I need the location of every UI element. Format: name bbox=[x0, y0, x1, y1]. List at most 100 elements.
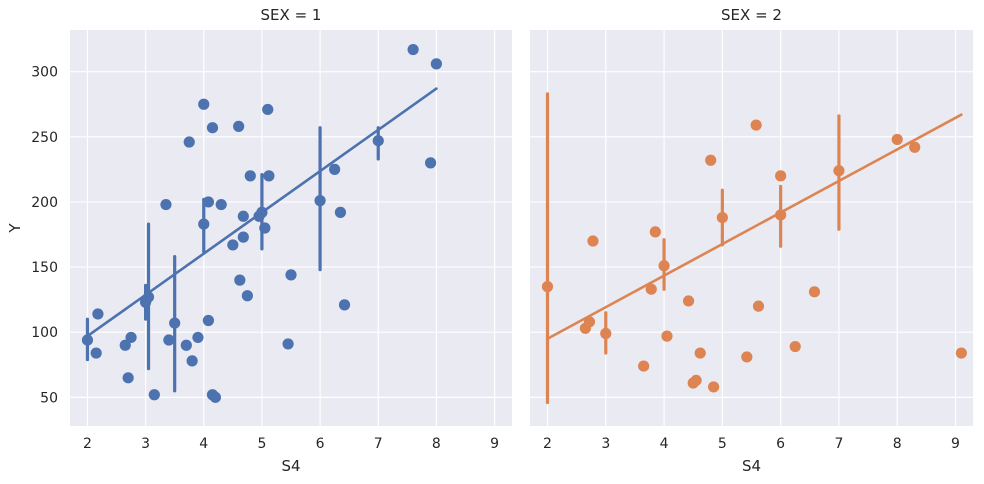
data-point bbox=[186, 355, 198, 367]
data-point bbox=[202, 314, 215, 327]
data-point bbox=[263, 170, 275, 182]
data-point bbox=[198, 218, 210, 230]
data-point bbox=[122, 372, 134, 384]
x-tick-label: 6 bbox=[776, 436, 785, 452]
x-tick-label: 9 bbox=[490, 436, 499, 452]
panel-title: SEX = 1 bbox=[261, 6, 322, 24]
x-tick-label: 2 bbox=[543, 436, 552, 452]
data-point bbox=[285, 269, 297, 281]
data-point bbox=[638, 360, 650, 372]
data-point bbox=[909, 141, 921, 153]
data-point bbox=[600, 327, 612, 340]
y-tick-label: 300 bbox=[31, 65, 58, 81]
data-point bbox=[658, 260, 670, 272]
data-point bbox=[661, 330, 673, 342]
data-point bbox=[891, 133, 903, 146]
data-point bbox=[233, 120, 245, 132]
data-point bbox=[163, 334, 175, 346]
data-point bbox=[90, 347, 102, 359]
y-tick-label: 50 bbox=[40, 390, 58, 406]
data-point bbox=[256, 206, 268, 218]
x-tick-label: 4 bbox=[660, 436, 669, 452]
data-point bbox=[262, 103, 274, 116]
data-point bbox=[92, 308, 104, 320]
x-tick-label: 6 bbox=[316, 436, 325, 452]
data-point bbox=[142, 291, 155, 303]
data-point bbox=[160, 198, 172, 211]
data-point bbox=[180, 339, 192, 351]
data-point bbox=[119, 339, 131, 351]
y-tick-label: 100 bbox=[31, 325, 58, 341]
data-point bbox=[583, 316, 596, 328]
data-point bbox=[81, 334, 94, 346]
data-point bbox=[183, 136, 195, 148]
data-point bbox=[424, 157, 437, 169]
data-point bbox=[645, 283, 657, 295]
panel-title: SEX = 2 bbox=[721, 6, 782, 24]
data-point bbox=[690, 374, 702, 387]
data-point bbox=[775, 209, 787, 221]
data-point bbox=[716, 211, 728, 224]
data-point bbox=[198, 98, 210, 110]
data-point bbox=[705, 154, 717, 166]
data-point bbox=[750, 119, 762, 131]
data-point bbox=[430, 58, 442, 70]
x-tick-label: 7 bbox=[374, 436, 383, 452]
data-point bbox=[125, 331, 137, 344]
data-point bbox=[244, 170, 256, 182]
panel-2: 2 3 4 5 6 7 8 9 SEX = 2 S4 bbox=[530, 6, 973, 475]
data-point bbox=[338, 299, 351, 311]
data-point bbox=[752, 300, 765, 312]
data-point bbox=[169, 317, 181, 329]
data-point bbox=[372, 135, 384, 147]
data-point bbox=[334, 206, 347, 218]
data-point bbox=[789, 340, 801, 353]
x-tick-label: 5 bbox=[257, 436, 266, 452]
data-point bbox=[282, 338, 294, 350]
data-point bbox=[234, 274, 246, 286]
data-point bbox=[227, 239, 239, 251]
data-point bbox=[587, 235, 599, 247]
y-tick-label: 200 bbox=[31, 195, 58, 211]
data-point bbox=[649, 226, 661, 238]
data-point bbox=[206, 122, 219, 134]
x-tick-label: 2 bbox=[83, 436, 92, 452]
y-axis-label: Y bbox=[6, 223, 24, 234]
data-point bbox=[209, 391, 221, 403]
data-point bbox=[407, 43, 419, 56]
data-point bbox=[808, 286, 821, 298]
data-point bbox=[541, 281, 554, 293]
data-point bbox=[329, 163, 341, 175]
x-tick-label: 9 bbox=[951, 436, 960, 452]
data-point bbox=[708, 381, 720, 393]
data-point bbox=[259, 222, 271, 234]
data-point bbox=[237, 210, 249, 222]
x-tick-label: 8 bbox=[893, 436, 902, 452]
y-tick-label: 150 bbox=[31, 260, 58, 276]
data-point bbox=[241, 290, 253, 302]
data-point bbox=[314, 195, 326, 207]
x-tick-label: 3 bbox=[601, 436, 610, 452]
data-point bbox=[741, 351, 753, 363]
data-point bbox=[694, 347, 706, 359]
y-tick-label: 250 bbox=[31, 130, 58, 146]
x-axis-label: S4 bbox=[742, 457, 761, 475]
data-point bbox=[955, 347, 967, 359]
data-point bbox=[202, 196, 215, 208]
plot-area bbox=[70, 30, 512, 426]
x-tick-label: 4 bbox=[199, 436, 208, 452]
data-point bbox=[775, 170, 787, 182]
data-point bbox=[682, 295, 695, 307]
panel-1: 2 3 4 5 6 7 8 9 50 100 150 200 250 300 SEX = 1 S4 Y bbox=[6, 6, 512, 475]
x-tick-label: 5 bbox=[718, 436, 727, 452]
regression-line bbox=[546, 113, 963, 341]
data-point bbox=[237, 231, 249, 243]
x-axis-label: S4 bbox=[281, 457, 300, 475]
x-tick-label: 7 bbox=[834, 436, 843, 452]
data-point bbox=[192, 331, 204, 344]
data-point bbox=[833, 165, 845, 177]
data-point bbox=[215, 198, 227, 211]
data-point bbox=[148, 389, 160, 401]
x-tick-label: 3 bbox=[141, 436, 150, 452]
